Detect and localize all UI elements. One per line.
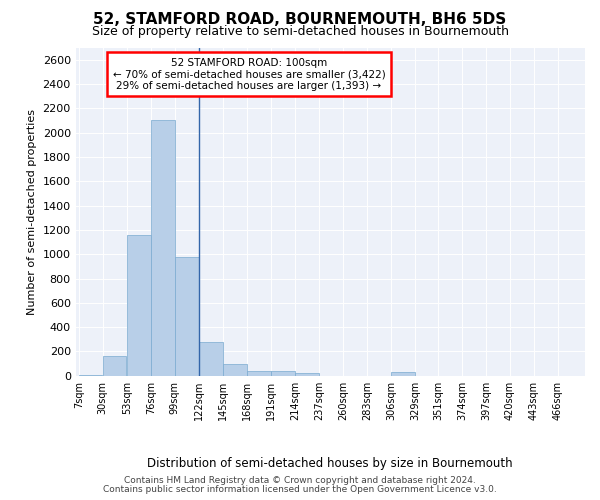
Text: 52 STAMFORD ROAD: 100sqm
← 70% of semi-detached houses are smaller (3,422)
29% o: 52 STAMFORD ROAD: 100sqm ← 70% of semi-d… — [113, 58, 385, 91]
Text: Distribution of semi-detached houses by size in Bournemouth: Distribution of semi-detached houses by … — [147, 458, 513, 470]
Bar — [175, 257, 199, 376]
Text: Contains public sector information licensed under the Open Government Licence v3: Contains public sector information licen… — [103, 485, 497, 494]
Text: 52, STAMFORD ROAD, BOURNEMOUTH, BH6 5DS: 52, STAMFORD ROAD, BOURNEMOUTH, BH6 5DS — [94, 12, 506, 28]
Text: Contains HM Land Registry data © Crown copyright and database right 2024.: Contains HM Land Registry data © Crown c… — [124, 476, 476, 485]
Bar — [103, 356, 127, 376]
Text: Size of property relative to semi-detached houses in Bournemouth: Size of property relative to semi-detach… — [91, 25, 509, 38]
Y-axis label: Number of semi-detached properties: Number of semi-detached properties — [27, 108, 37, 314]
Bar — [79, 375, 103, 376]
Bar — [127, 234, 151, 376]
Bar — [199, 342, 223, 376]
Bar — [151, 120, 175, 376]
Bar — [295, 372, 319, 376]
Bar — [223, 364, 247, 376]
Bar — [271, 370, 295, 376]
Bar — [247, 370, 271, 376]
Bar — [391, 372, 415, 376]
